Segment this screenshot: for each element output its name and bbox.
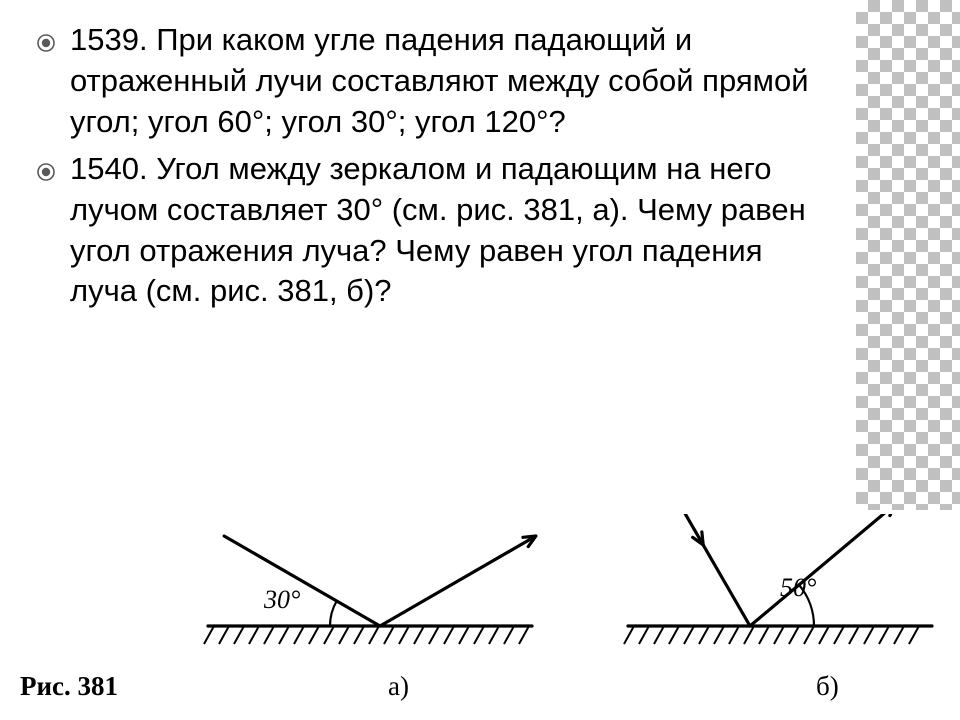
svg-text:50°: 50° bbox=[780, 573, 816, 602]
diagram-b: 50° bbox=[620, 514, 940, 664]
diagram-a: 30° bbox=[200, 514, 540, 664]
figure-caption: Рис. 381 bbox=[20, 671, 118, 702]
bullet-icon bbox=[36, 149, 70, 190]
figure-label-b: б) bbox=[816, 671, 839, 702]
problem-1539: 1539. При каком угле падения падающий и … bbox=[70, 20, 836, 143]
problem-1540-text: 1540. Угол между зеркалом и падающим на … bbox=[70, 151, 806, 309]
figure-label-a: а) bbox=[388, 671, 409, 702]
problem-1539-text: 1539. При каком угле падения падающий и … bbox=[70, 22, 809, 139]
figure-381: 30° 50° Рис. 381 а) б) bbox=[0, 510, 960, 720]
content-area: 1539. При каком угле падения падающий и … bbox=[0, 0, 856, 318]
bullet-icon bbox=[36, 20, 70, 61]
svg-text:30°: 30° bbox=[263, 585, 300, 614]
problem-1540: 1540. Угол между зеркалом и падающим на … bbox=[70, 149, 836, 313]
